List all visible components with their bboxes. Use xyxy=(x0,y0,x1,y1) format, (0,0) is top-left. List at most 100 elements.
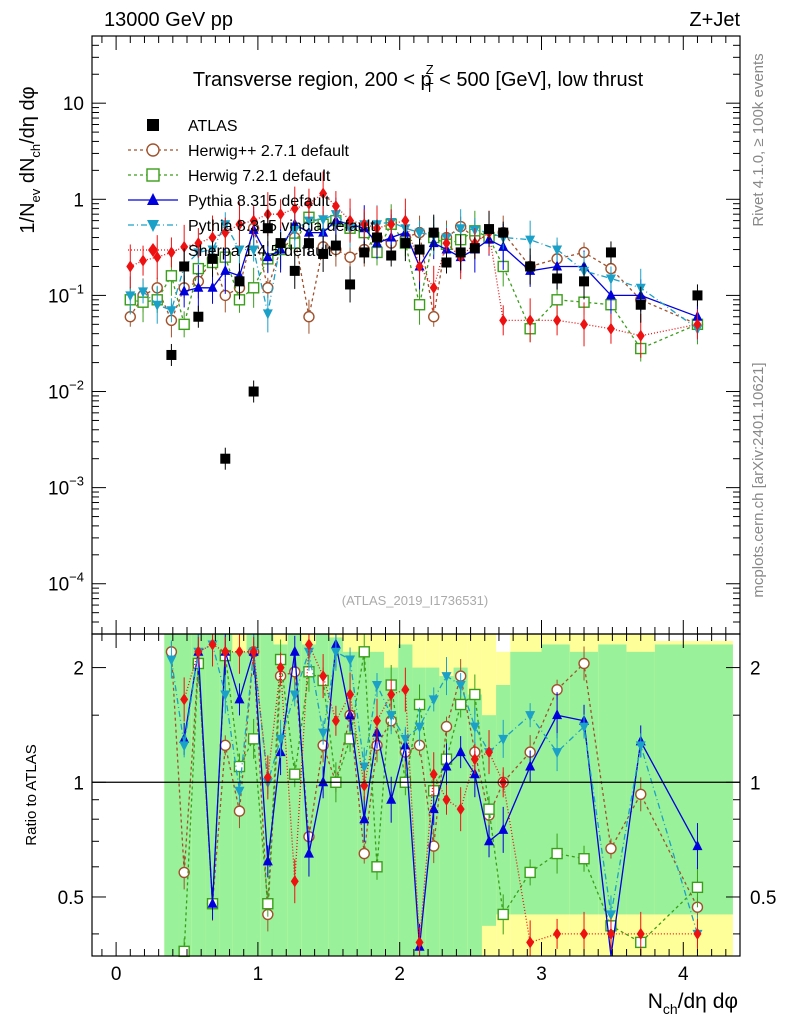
ratio-data-point xyxy=(234,786,245,797)
ratio-data-point xyxy=(578,853,590,865)
ratio-data-point xyxy=(578,657,590,670)
main-data-point xyxy=(179,261,190,272)
main-data-point xyxy=(428,227,439,238)
legend-label: Pythia 8.315 vincia default xyxy=(188,218,375,235)
ratio-line xyxy=(183,643,698,944)
ratio-data-point xyxy=(220,690,231,701)
ratio-data-point xyxy=(524,866,536,879)
main-data-point xyxy=(276,208,285,221)
main-y-tick-label: 10−3 xyxy=(48,474,84,500)
main-data-point xyxy=(580,318,589,331)
ratio-data-point xyxy=(386,793,397,804)
ratio-data-point xyxy=(233,805,246,817)
main-y-tick-label: 10−4 xyxy=(48,570,84,596)
main-data-point xyxy=(319,187,328,200)
main-y-axis-label: 1/Nev dNch/dη dφ xyxy=(17,86,43,233)
main-data-point xyxy=(635,299,646,310)
x-tick-label: 0 xyxy=(111,964,122,985)
main-data-point xyxy=(526,314,535,327)
main-data-point xyxy=(235,218,244,231)
main-data-point xyxy=(208,231,217,244)
ratio-band-inner xyxy=(246,634,261,956)
main-y-tick-label: 10−1 xyxy=(48,281,84,307)
x-tick-label: 3 xyxy=(536,964,547,985)
main-data-point xyxy=(275,238,286,249)
main-data-point xyxy=(303,311,315,323)
main-data-point xyxy=(303,238,314,249)
main-data-point xyxy=(139,254,148,267)
ratio-y-axis-label: Ratio to ATLAS xyxy=(23,744,40,845)
legend-entry: ATLAS xyxy=(147,118,238,135)
main-data-point xyxy=(166,349,177,360)
main-data-point xyxy=(387,218,396,231)
legend-marker-swatch xyxy=(147,119,159,131)
main-data-point xyxy=(247,282,260,294)
main-data-point xyxy=(289,225,300,236)
x-tick-label: 1 xyxy=(253,964,264,985)
x-axis-label: Nch/dη dφ xyxy=(648,990,738,1017)
main-data-point xyxy=(552,273,563,284)
ratio-data-point xyxy=(346,688,355,701)
ratio-data-point xyxy=(525,760,536,771)
ratio-y-tick-label: 0.5 xyxy=(58,888,84,909)
ratio-data-point xyxy=(262,898,274,910)
main-data-point xyxy=(220,453,231,464)
legend-marker-swatch xyxy=(148,243,158,257)
ratio-band-inner xyxy=(273,644,288,956)
main-data-point xyxy=(262,223,273,234)
main-data-point xyxy=(346,214,355,227)
ratio-y-tick-label: 2 xyxy=(73,659,84,680)
ratio-data-point xyxy=(456,803,465,816)
energy-label: 13000 GeV pp xyxy=(104,9,233,31)
ratio-data-point xyxy=(180,693,189,706)
ratio-band-inner xyxy=(569,651,599,915)
legend-marker-swatch xyxy=(147,220,159,232)
main-data-point xyxy=(194,237,203,250)
main-data-point xyxy=(178,318,190,331)
ratio-y-tick-label: 1 xyxy=(73,773,84,794)
main-data-point xyxy=(207,281,218,292)
ratio-data-point xyxy=(331,714,340,727)
ratio-data-point xyxy=(166,655,177,666)
main-title: Transverse region, 200 < pZ T < 500 [GeV]… xyxy=(193,62,644,95)
ratio-y-tick-label-right: 1 xyxy=(750,773,761,794)
legend-entry: Herwig 7.2.1 default xyxy=(128,168,331,185)
ratio-y-tick-label-right: 2 xyxy=(750,659,761,680)
ratio-data-point xyxy=(304,638,313,651)
ratio-data-point xyxy=(428,840,440,852)
main-data-point xyxy=(290,202,299,215)
ratio-data-point xyxy=(469,722,480,733)
ratio-band-inner xyxy=(398,644,413,956)
ratio-data-point xyxy=(484,835,495,846)
ratio-band-inner xyxy=(164,634,179,956)
ratio-data-point xyxy=(208,638,217,651)
legend-label: Sherpa 1.4.5 default xyxy=(188,243,333,260)
main-data-point xyxy=(359,247,370,258)
main-data-point xyxy=(220,264,231,275)
main-data-point xyxy=(179,285,190,296)
ratio-data-point xyxy=(386,711,397,722)
ratio-data-point xyxy=(498,823,509,834)
ratio-data-point xyxy=(579,722,590,733)
ratio-plot-frame xyxy=(91,633,741,957)
ratio-band-inner xyxy=(178,634,192,956)
main-y-tick-label: 10−2 xyxy=(48,378,84,404)
ratio-data-point xyxy=(318,728,329,739)
main-y-tick-label: 1 xyxy=(73,190,84,211)
legend-entry: Sherpa 1.4.5 default xyxy=(128,243,333,260)
main-line xyxy=(130,213,698,330)
main-data-point xyxy=(344,251,356,263)
ratio-data-point xyxy=(358,847,370,860)
ratio-band-inner xyxy=(496,685,511,915)
ratio-data-point xyxy=(276,661,285,674)
ratio-data-point xyxy=(290,875,299,888)
main-data-point xyxy=(234,276,245,287)
main-data-point xyxy=(248,245,259,256)
legend-label: ATLAS xyxy=(188,118,238,135)
main-data-point xyxy=(318,215,329,226)
main-data-point xyxy=(248,386,259,397)
main-line xyxy=(184,219,698,318)
main-data-point xyxy=(125,291,136,302)
main-data-point xyxy=(606,322,615,335)
ratio-data-point xyxy=(469,688,481,701)
